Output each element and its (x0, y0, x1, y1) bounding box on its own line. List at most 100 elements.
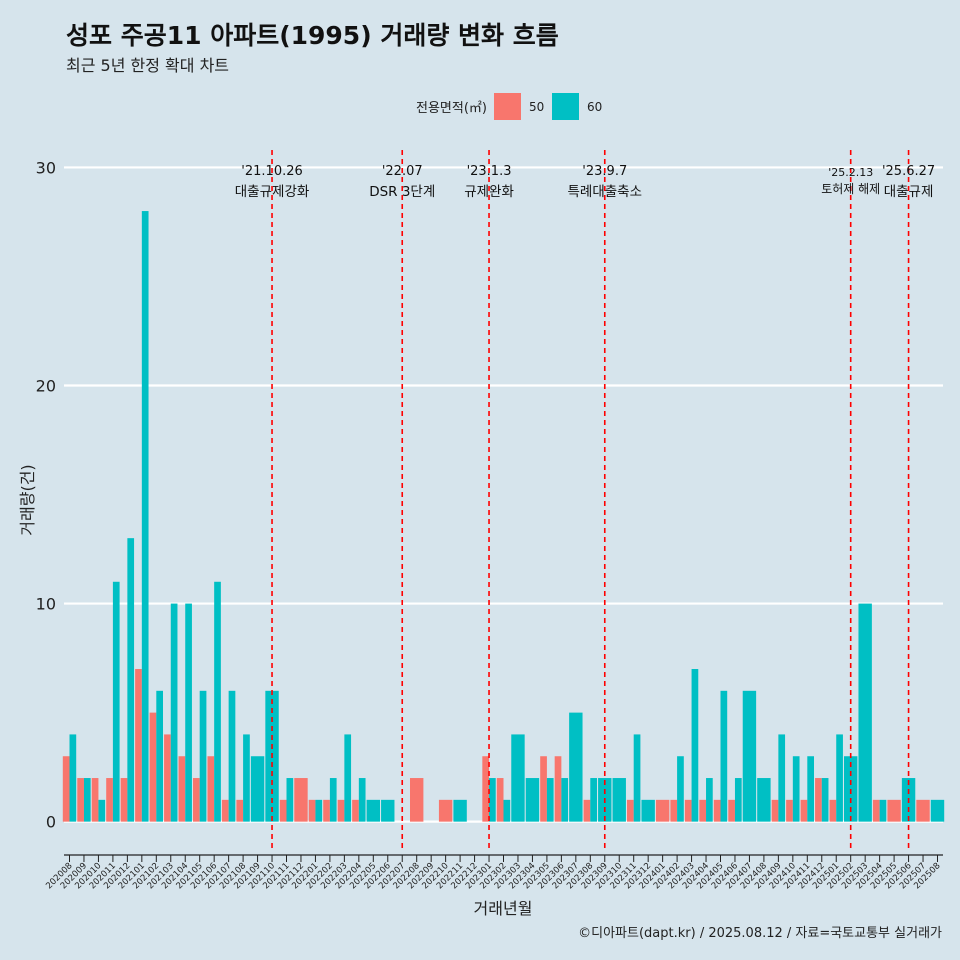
bar-50 (655, 799, 670, 822)
bar-50 (77, 778, 84, 822)
bar-50 (583, 799, 591, 822)
event-date-label: '23.9.7 (582, 164, 627, 179)
bar-50 (699, 799, 707, 822)
legend-swatch-60 (552, 93, 579, 120)
legend-swatch-50 (494, 93, 521, 120)
bar-50 (62, 756, 70, 822)
event-date-label: '23.1.3 (467, 164, 512, 179)
bar-60 (69, 734, 77, 822)
bar-50 (482, 756, 490, 822)
bar-60 (358, 778, 366, 822)
source-caption: ©디아파트(dapt.kr) / 2025.08.12 / 자료=국토교통부 실… (578, 926, 942, 941)
bar-60 (453, 799, 467, 822)
bar-50 (670, 799, 678, 822)
bar-60 (525, 778, 540, 822)
bar-50 (554, 756, 562, 822)
bar-60 (366, 799, 380, 822)
bar-50 (916, 799, 930, 822)
event-date-label: '21.10.26 (241, 164, 302, 179)
bar-60 (879, 799, 887, 822)
bar-60 (112, 581, 120, 822)
event-date-label: '25.2.13 (828, 166, 873, 179)
bar-60 (243, 734, 250, 822)
bar-60 (503, 799, 511, 822)
bar-60 (228, 690, 236, 822)
bar-60 (590, 778, 597, 822)
bar-60 (720, 690, 728, 822)
bar-60 (633, 734, 641, 822)
legend-label-50: 50 (529, 100, 544, 114)
bar-50 (323, 799, 330, 822)
bar-50 (193, 778, 200, 822)
bar-60 (821, 778, 829, 822)
y-tick-label: 10 (36, 595, 56, 614)
bar-50 (207, 756, 215, 822)
bar-50 (164, 734, 171, 822)
event-name-label: 토허제 해제 (821, 182, 880, 196)
bar-60 (836, 734, 843, 822)
bar-60 (641, 799, 655, 822)
bar-50 (352, 799, 359, 822)
bar-60 (185, 603, 192, 822)
bar-50 (887, 799, 901, 822)
bar-50 (91, 778, 99, 822)
bar-60 (83, 778, 91, 822)
bar-60 (286, 778, 294, 822)
bar-60 (127, 538, 135, 822)
event-date-label: '25.6.27 (882, 164, 935, 179)
bar-60 (792, 756, 800, 822)
bar-50 (771, 799, 779, 822)
bar-50 (106, 778, 113, 822)
bar-50 (149, 712, 157, 822)
y-tick-label: 0 (46, 813, 56, 832)
bar-50 (178, 756, 186, 822)
bar-60 (214, 581, 221, 822)
bar-50 (221, 799, 229, 822)
bar-50 (684, 799, 692, 822)
y-tick-label: 20 (36, 377, 56, 396)
bar-60 (691, 669, 699, 822)
bar-50 (279, 799, 287, 822)
bar-50 (236, 799, 244, 822)
bar-50 (337, 799, 345, 822)
bar-50 (308, 799, 316, 822)
bar-60 (742, 690, 757, 822)
chart-subtitle: 최근 5년 한정 확대 차트 (66, 56, 230, 75)
bar-50 (713, 799, 721, 822)
bar-60 (329, 778, 337, 822)
bar-50 (135, 669, 142, 822)
bar-60 (612, 778, 626, 822)
event-name-label: 대출규제강화 (235, 184, 310, 200)
bar-50 (872, 799, 880, 822)
bar-50 (627, 799, 634, 822)
bar-60 (546, 778, 554, 822)
bar-60 (930, 799, 945, 822)
bar-60 (844, 756, 858, 822)
bar-60 (778, 734, 786, 822)
bar-60 (489, 778, 496, 822)
bar-50 (496, 778, 504, 822)
bar-60 (98, 799, 106, 822)
bar-50 (829, 799, 837, 822)
legend-title: 전용면적(㎡) (416, 101, 487, 116)
bar-60 (344, 734, 352, 822)
bar-60 (561, 778, 569, 822)
y-tick-label: 30 (36, 158, 56, 177)
bar-60 (170, 603, 178, 822)
event-name-label: 대출규제 (884, 184, 934, 200)
bar-50 (540, 756, 547, 822)
event-date-label: '22.07 (382, 164, 423, 179)
bar-50 (786, 799, 793, 822)
event-name-label: 특례대출축소 (568, 184, 643, 200)
event-name-label: 규제완화 (464, 184, 514, 200)
bar-60 (858, 603, 872, 822)
bar-50 (120, 778, 128, 822)
bar-60 (677, 756, 684, 822)
bar-60 (734, 778, 742, 822)
bar-50 (410, 778, 424, 822)
bar-60 (381, 799, 395, 822)
y-axis-title: 거래량(건) (18, 464, 37, 535)
bar-60 (156, 690, 163, 822)
